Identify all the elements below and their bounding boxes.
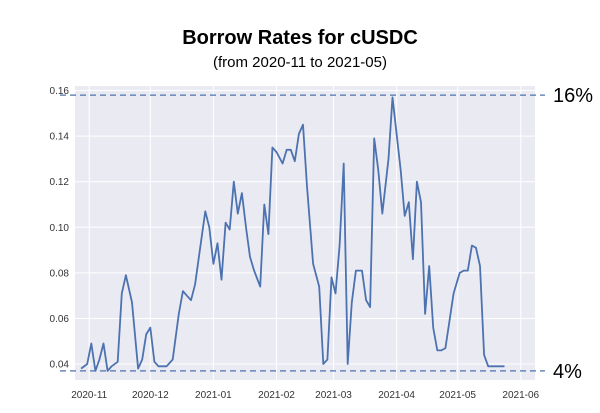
y-tick-labels: 0.04 0.06 0.08 0.10 0.12 0.14 0.16 (50, 86, 70, 370)
reference-line-label: 16% (553, 85, 593, 107)
y-tick-label: 0.06 (50, 314, 70, 325)
chart-subtitle: (from 2020-11 to 2021-05) (213, 54, 387, 71)
y-tick-label: 0.08 (50, 268, 70, 279)
grid-lines (75, 86, 535, 380)
y-tick-label: 0.04 (50, 360, 70, 371)
x-tick-label: 2020-12 (132, 390, 169, 401)
x-tick-label: 2021-05 (439, 390, 476, 401)
x-tick-label: 2021-04 (378, 390, 415, 401)
x-tick-label: 2021-02 (258, 390, 295, 401)
y-tick-label: 0.12 (50, 177, 70, 188)
chart-title: Borrow Rates for cUSDC (182, 27, 418, 49)
y-tick-label: 0.14 (50, 132, 70, 143)
x-tick-label: 2021-06 (502, 390, 539, 401)
reference-lines: 16% 4% (60, 85, 593, 383)
series-layer (80, 96, 505, 372)
y-tick-label: 0.16 (50, 86, 70, 97)
x-tick-label: 2020-11 (71, 390, 107, 401)
series-line (80, 96, 505, 372)
x-tick-label: 2021-01 (195, 390, 232, 401)
x-tick-label: 2021-03 (315, 390, 352, 401)
y-tick-label: 0.10 (50, 223, 70, 234)
reference-line-label: 4% (553, 361, 582, 383)
plot-area (75, 86, 535, 380)
x-tick-labels: 2020-11 2020-12 2021-01 2021-02 2021-03 2021-… (71, 390, 539, 401)
